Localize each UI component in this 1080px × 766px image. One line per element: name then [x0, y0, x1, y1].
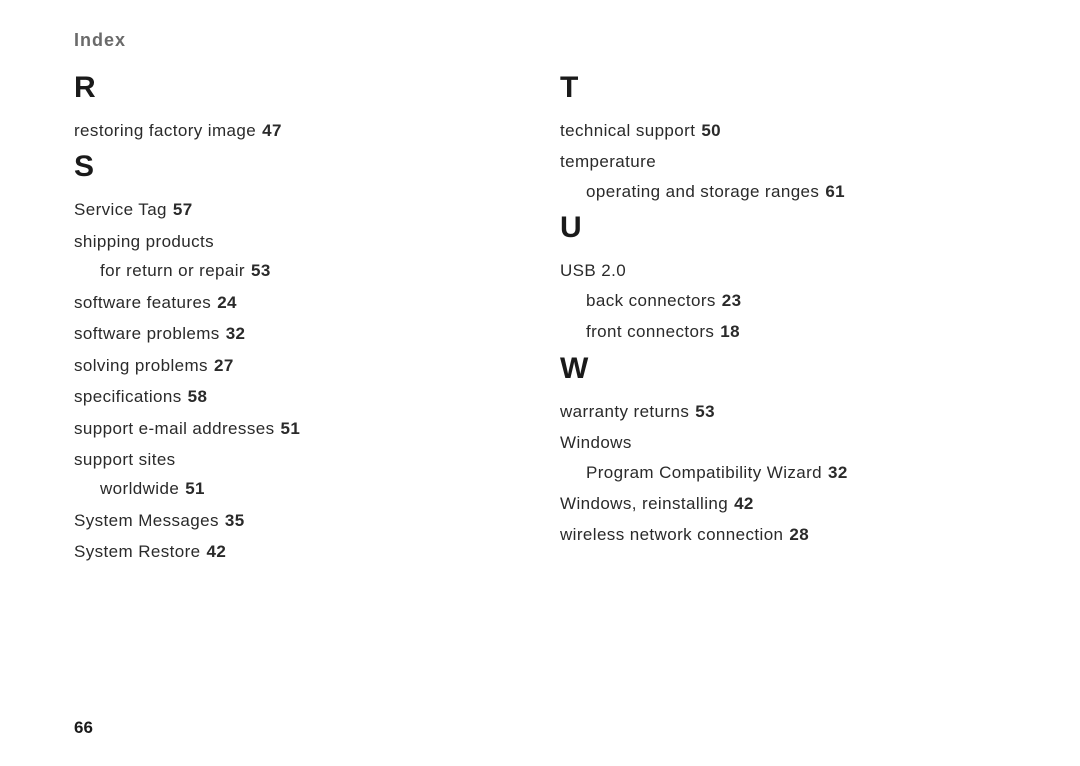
index-letter-U: U [560, 211, 1006, 245]
index-letter-W: W [560, 352, 1006, 386]
index-entry-text: System Messages [74, 511, 219, 530]
page-ref: 23 [722, 291, 742, 310]
page-ref: 61 [825, 182, 845, 201]
index-entry: Windows, reinstalling 42 [560, 488, 1006, 519]
page-ref: 53 [695, 402, 715, 421]
page-ref: 42 [207, 542, 227, 561]
page-number: 66 [74, 718, 93, 738]
index-entry: temperature [560, 146, 1006, 177]
index-entry: System Messages 35 [74, 505, 520, 536]
index-entry-text: software features [74, 293, 211, 312]
index-entry: support e-mail addresses 51 [74, 413, 520, 444]
index-entry-text: Service Tag [74, 200, 167, 219]
index-entry: solving problems 27 [74, 350, 520, 381]
index-entry: Service Tag 57 [74, 194, 520, 225]
index-entry: front connectors 18 [560, 316, 1006, 347]
index-columns: Rrestoring factory image 47 S Service Tag 57… [74, 67, 1006, 568]
page-ref: 51 [280, 419, 300, 438]
index-entry-text: technical support [560, 121, 695, 140]
index-entry: back connectors 23 [560, 285, 1006, 316]
index-entry-text: Windows, reinstalling [560, 494, 728, 513]
index-entry: warranty returns 53 [560, 396, 1006, 427]
index-entry-text: front connectors [586, 322, 714, 341]
index-entry: Program Compatibility Wizard 32 [560, 457, 1006, 488]
index-entry-text: Windows [560, 433, 632, 452]
index-entry: software features 24 [74, 287, 520, 318]
index-entry: for return or repair 53 [74, 255, 520, 286]
index-entry: Windows [560, 427, 1006, 458]
index-entry-text: shipping products [74, 232, 214, 251]
index-entry-text: warranty returns [560, 402, 689, 421]
index-entry-text: for return or repair [100, 261, 245, 280]
index-entry: specifications 58 [74, 381, 520, 412]
index-letter-R: R [74, 71, 520, 105]
page-ref: 58 [188, 387, 208, 406]
right-column: Ttechnical support 50 temperature operating… [560, 67, 1006, 568]
index-entry-text: restoring factory image [74, 121, 256, 140]
index-page: Index Rrestoring factory image 47 S Service… [0, 0, 1080, 766]
page-ref: 27 [214, 356, 234, 375]
index-entry: restoring factory image 47 [74, 115, 520, 146]
index-entry: support sites [74, 444, 520, 475]
index-entry-text: Program Compatibility Wizard [586, 463, 822, 482]
index-entry-text: USB 2.0 [560, 261, 626, 280]
index-entry: worldwide 51 [74, 473, 520, 504]
page-ref: 57 [173, 200, 193, 219]
index-entry-text: operating and storage ranges [586, 182, 819, 201]
page-ref: 42 [734, 494, 754, 513]
index-entry: software problems 32 [74, 318, 520, 349]
index-entry: wireless network connection 28 [560, 519, 1006, 550]
index-letter-T: T [560, 71, 1006, 105]
index-entry-text: support sites [74, 450, 176, 469]
index-entry: System Restore 42 [74, 536, 520, 567]
index-entry-text: wireless network connection [560, 525, 783, 544]
index-entry: operating and storage ranges 61 [560, 176, 1006, 207]
index-entry-text: System Restore [74, 542, 201, 561]
index-entry-text: solving problems [74, 356, 208, 375]
index-entry-text: software problems [74, 324, 220, 343]
index-entry-text: worldwide [100, 479, 179, 498]
section-title: Index [74, 30, 1006, 51]
index-entry: technical support 50 [560, 115, 1006, 146]
page-ref: 47 [262, 121, 282, 140]
index-entry-text: specifications [74, 387, 182, 406]
index-entry-text: temperature [560, 152, 656, 171]
page-ref: 50 [701, 121, 721, 140]
index-entry-text: back connectors [586, 291, 716, 310]
page-ref: 32 [226, 324, 246, 343]
page-ref: 53 [251, 261, 271, 280]
left-column: Rrestoring factory image 47 S Service Tag 57… [74, 67, 520, 568]
index-entry: shipping products [74, 226, 520, 257]
page-ref: 51 [185, 479, 205, 498]
index-entry: USB 2.0 [560, 255, 1006, 286]
page-ref: 32 [828, 463, 848, 482]
page-ref: 24 [217, 293, 237, 312]
page-ref: 28 [789, 525, 809, 544]
page-ref: 18 [720, 322, 740, 341]
index-letter-S: S [74, 150, 520, 184]
page-ref: 35 [225, 511, 245, 530]
index-entry-text: support e-mail addresses [74, 419, 274, 438]
